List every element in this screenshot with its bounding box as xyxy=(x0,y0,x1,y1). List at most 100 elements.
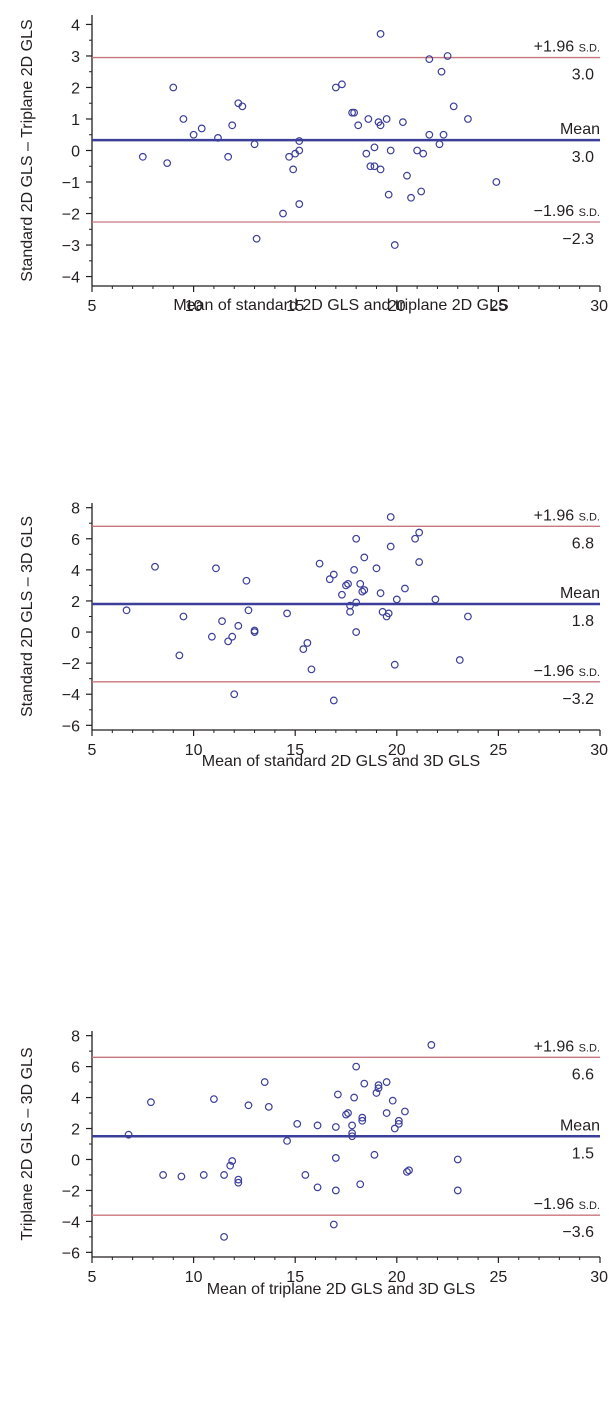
y-tick-label: −1 xyxy=(62,175,80,192)
data-point xyxy=(376,30,385,38)
data-point xyxy=(329,696,338,705)
x-tick-label: 25 xyxy=(490,298,508,315)
x-tick-label: 15 xyxy=(286,742,304,759)
y-tick-label: −2 xyxy=(62,1183,80,1200)
data-point xyxy=(214,133,222,142)
data-point xyxy=(228,121,237,130)
data-point xyxy=(366,162,375,171)
sd-suffix: S.D. xyxy=(579,1042,600,1054)
data-point xyxy=(244,606,253,615)
data-point xyxy=(376,121,385,130)
data-point xyxy=(435,140,444,149)
data-point xyxy=(401,584,409,593)
data-point xyxy=(122,606,131,615)
data-point xyxy=(394,1119,403,1128)
data-point xyxy=(338,80,346,89)
data-point xyxy=(374,1084,383,1093)
data-point xyxy=(207,632,216,641)
data-point xyxy=(352,628,361,636)
data-point xyxy=(234,1178,243,1187)
data-point xyxy=(331,1123,340,1131)
data-point xyxy=(364,115,373,123)
lower-line-label: −1.96 S.D. xyxy=(534,203,600,220)
data-point xyxy=(250,626,259,635)
data-point xyxy=(425,130,434,139)
data-point xyxy=(279,209,287,218)
data-point xyxy=(439,130,448,139)
x-tick-label: 20 xyxy=(388,1269,406,1286)
y-tick-label: 8 xyxy=(71,1029,80,1046)
x-tick-label: 20 xyxy=(388,742,406,759)
data-point xyxy=(307,665,316,674)
y-tick-label: 0 xyxy=(71,144,80,161)
data-point xyxy=(283,1137,291,1145)
data-point xyxy=(151,562,159,571)
data-point xyxy=(299,645,308,654)
data-point xyxy=(242,576,251,585)
mean-line-label: Mean xyxy=(560,585,600,602)
y-axis-title: Triplane 2D GLS – 3D GLS xyxy=(19,1047,36,1240)
data-point xyxy=(415,558,424,566)
x-tick-label: 25 xyxy=(490,1269,508,1286)
data-point xyxy=(362,149,371,158)
data-point xyxy=(346,607,354,616)
data-point xyxy=(449,102,458,111)
data-point xyxy=(427,1041,436,1049)
data-point xyxy=(417,187,426,196)
x-tick-label: 30 xyxy=(590,742,608,759)
data-point xyxy=(313,1121,322,1130)
y-axis-title: Standard 2D GLS – 3D GLS xyxy=(19,516,36,717)
y-tick-label: 6 xyxy=(71,1060,80,1077)
mean-line-label-text: Mean xyxy=(560,121,600,138)
upper-line-label-text: +1.96 xyxy=(534,39,575,56)
data-point xyxy=(293,1119,302,1128)
data-point xyxy=(325,575,334,584)
data-point xyxy=(218,617,226,626)
chart-panel-1: −4 −3 −2 −1 0 1 2 3 4 5 10 15 20 25 30 +1.96 S.D. 3.0 Mea… xyxy=(19,15,608,315)
y-tick-label: −4 xyxy=(62,270,80,287)
lower-line-label-text: −1.96 xyxy=(534,663,575,680)
y-tick-label: −6 xyxy=(62,718,80,735)
data-point xyxy=(401,1107,409,1116)
data-point xyxy=(303,639,312,647)
data-point xyxy=(220,1171,228,1179)
upper-line-label: +1.96 S.D. xyxy=(534,39,600,56)
data-point xyxy=(360,553,369,562)
sd-suffix: S.D. xyxy=(579,1200,600,1212)
data-point xyxy=(228,632,237,641)
x-tick-label: 30 xyxy=(590,1269,608,1286)
data-point xyxy=(370,162,379,171)
y-tick-label: 2 xyxy=(71,594,80,611)
data-point xyxy=(358,1113,367,1122)
x-tick-label: 20 xyxy=(388,298,406,315)
data-point xyxy=(169,83,178,92)
data-point xyxy=(238,102,247,111)
data-point xyxy=(333,1090,342,1099)
data-point xyxy=(285,152,294,161)
data-point xyxy=(295,137,304,145)
data-point xyxy=(354,121,363,130)
data-point xyxy=(407,193,415,202)
data-point xyxy=(224,637,233,646)
lower-line-value: −3.6 xyxy=(562,1224,594,1241)
y-tick-label: −3 xyxy=(62,238,80,255)
data-point xyxy=(250,140,259,149)
data-point xyxy=(212,564,220,573)
data-point xyxy=(360,1079,369,1088)
y-tick-label: 3 xyxy=(71,49,80,66)
data-point xyxy=(352,534,361,543)
data-point xyxy=(189,130,198,139)
lower-line-label: −1.96 S.D. xyxy=(534,663,600,680)
data-point xyxy=(352,1062,361,1071)
data-point xyxy=(372,564,381,573)
data-point xyxy=(350,108,359,117)
y-tick-label: 8 xyxy=(71,501,80,518)
data-point xyxy=(234,1175,243,1184)
upper-line-label: +1.96 S.D. xyxy=(534,1038,600,1055)
data-point xyxy=(177,1172,186,1181)
data-point xyxy=(331,83,340,92)
y-axis-title: Standard 2D GLS – Triplane 2D GLS xyxy=(19,19,36,281)
data-point xyxy=(329,570,338,579)
data-point xyxy=(301,1171,310,1179)
data-point xyxy=(163,159,172,168)
